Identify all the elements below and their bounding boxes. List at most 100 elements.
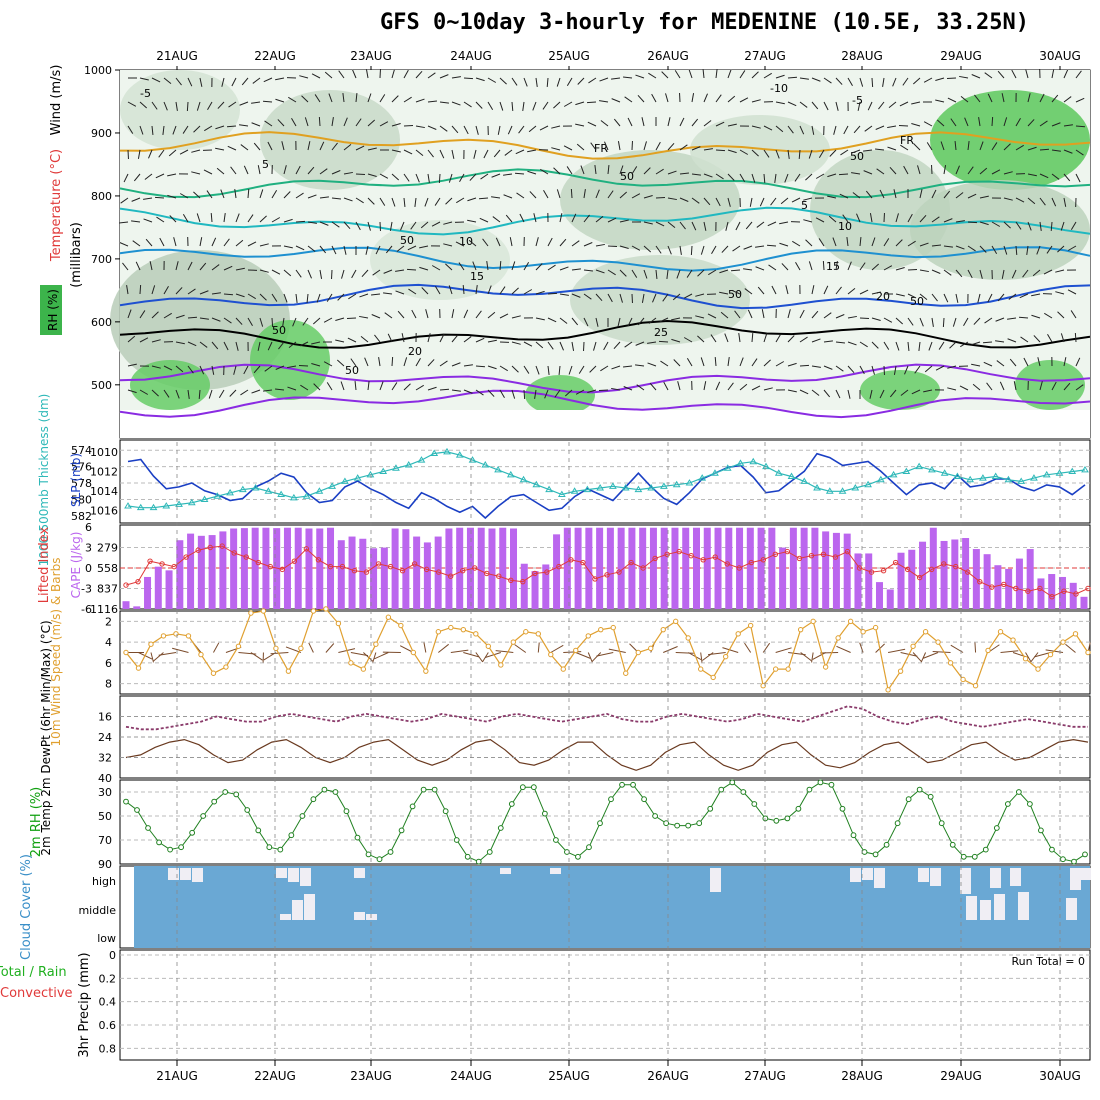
ytick-cape: 837 bbox=[97, 583, 118, 596]
rh-point bbox=[354, 834, 361, 841]
thickness-point bbox=[953, 472, 962, 479]
wind-barb bbox=[1075, 97, 1085, 103]
wind-barb bbox=[851, 172, 861, 175]
wind-speed-point bbox=[285, 668, 292, 674]
wind-barb bbox=[779, 242, 789, 247]
wind-barb bbox=[703, 148, 713, 151]
wind-barb bbox=[666, 269, 669, 279]
wind-barb bbox=[823, 365, 833, 370]
cape-bar bbox=[574, 527, 582, 609]
thickness-point bbox=[583, 485, 592, 493]
axis-label-slp: SLP (mb) bbox=[69, 453, 83, 507]
wind-barb bbox=[995, 317, 1005, 322]
axis-label-rh: RH (%) bbox=[46, 289, 60, 331]
wind-barb bbox=[743, 268, 753, 271]
cape-bar bbox=[725, 527, 733, 609]
wind-barb-10m bbox=[762, 642, 771, 653]
wind-barb bbox=[1046, 245, 1053, 254]
wind-barb bbox=[355, 118, 362, 127]
thickness-point bbox=[506, 470, 515, 478]
wind-barb bbox=[319, 196, 329, 199]
wind-barb bbox=[727, 197, 731, 207]
axis-label-precip: 3hr Precip (mm) bbox=[77, 952, 92, 1057]
cape-bar bbox=[789, 527, 797, 609]
thickness-point bbox=[417, 456, 426, 463]
rh-point bbox=[597, 820, 603, 827]
wind-barb bbox=[1067, 245, 1077, 251]
wind-speed-point bbox=[460, 626, 467, 633]
wind-barb bbox=[590, 142, 597, 151]
rh-point bbox=[123, 798, 129, 805]
wind-barb bbox=[534, 389, 537, 399]
wind-barb-10m bbox=[744, 642, 752, 653]
wind-barb-10m bbox=[820, 652, 839, 654]
wind-barb bbox=[853, 125, 861, 134]
lifted-index-point bbox=[1013, 585, 1019, 592]
date-label-top: 21AUG bbox=[156, 49, 198, 63]
wind-barb-10m bbox=[550, 644, 564, 653]
wind-barb bbox=[487, 365, 497, 370]
wind-barb bbox=[535, 77, 538, 87]
wind-barb bbox=[458, 262, 465, 271]
wind-barb-10m bbox=[912, 652, 922, 662]
wind-barb bbox=[805, 239, 813, 247]
wind-barb bbox=[182, 125, 189, 134]
wind-barb bbox=[479, 217, 489, 223]
thickness-point bbox=[787, 472, 796, 479]
thickness-point bbox=[124, 502, 132, 509]
wind-speed-point bbox=[847, 618, 854, 625]
wind-barb-10m bbox=[537, 642, 540, 653]
rh-region bbox=[560, 150, 740, 250]
wind-barb bbox=[459, 173, 465, 183]
wind-barb bbox=[799, 101, 808, 108]
wind-barb bbox=[535, 290, 545, 295]
cape-bar bbox=[832, 532, 840, 609]
wind-barb bbox=[583, 317, 589, 327]
wind-barb bbox=[767, 221, 777, 227]
rh-point bbox=[586, 844, 592, 851]
wind-barb bbox=[727, 123, 737, 127]
wind-barb bbox=[497, 125, 501, 135]
thickness-point bbox=[162, 502, 171, 509]
lifted-index-point bbox=[520, 578, 526, 585]
wind-barb bbox=[763, 359, 771, 367]
thickness-point bbox=[226, 488, 234, 496]
wind-barb bbox=[983, 361, 993, 367]
wind-barb bbox=[295, 269, 302, 278]
wind-barb bbox=[895, 341, 900, 351]
wind-barb bbox=[211, 317, 221, 322]
wind-barb bbox=[503, 173, 513, 176]
wind-barb bbox=[172, 125, 177, 135]
wind-barb bbox=[331, 245, 337, 255]
wind-barb bbox=[438, 173, 441, 184]
rh-point bbox=[200, 813, 207, 819]
wind-barb bbox=[259, 317, 264, 327]
wind-barb bbox=[451, 389, 461, 392]
rh-point bbox=[938, 820, 945, 827]
lifted-index-point bbox=[387, 563, 394, 570]
wind-barb bbox=[731, 289, 741, 295]
wind-barb bbox=[823, 389, 831, 398]
wind-barb-10m bbox=[812, 652, 826, 660]
wind-barb bbox=[619, 269, 627, 277]
wind-barb bbox=[871, 263, 880, 271]
wind-barb bbox=[151, 77, 161, 83]
wind-barb bbox=[283, 245, 293, 249]
wind-barb bbox=[719, 269, 729, 274]
wind-barb-10m bbox=[836, 645, 851, 653]
wind-barb bbox=[365, 69, 369, 79]
wind-speed-point bbox=[772, 666, 779, 672]
wind-barb bbox=[367, 119, 376, 127]
wind-barb bbox=[878, 101, 885, 110]
wind-barb bbox=[987, 293, 993, 303]
wind-barb bbox=[991, 142, 998, 151]
panel-frame-2 bbox=[119, 439, 1091, 524]
wind-barb bbox=[343, 245, 347, 255]
wind-barb bbox=[499, 313, 509, 319]
wind-barb bbox=[540, 168, 549, 175]
wind-barb bbox=[771, 285, 777, 295]
wind-barb bbox=[118, 221, 129, 224]
wind-barb bbox=[637, 94, 645, 103]
wind-barb bbox=[316, 293, 321, 303]
rh-point bbox=[288, 832, 295, 839]
